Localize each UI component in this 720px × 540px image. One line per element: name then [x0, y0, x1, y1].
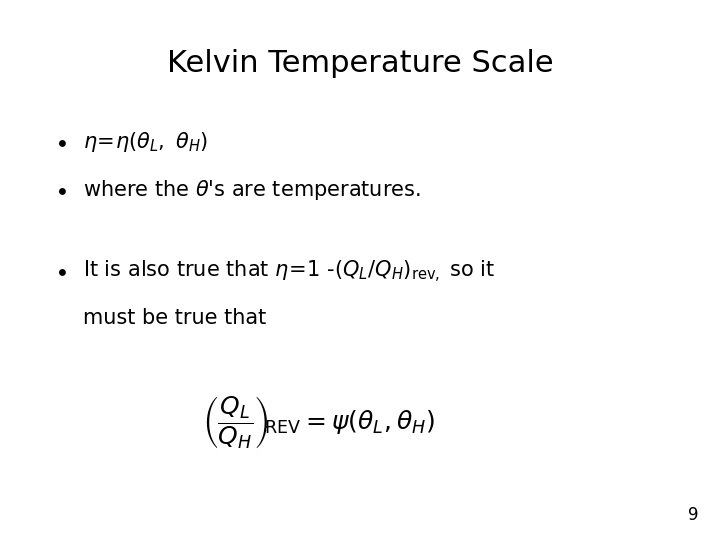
- Text: $\bullet$: $\bullet$: [54, 259, 67, 283]
- Text: where the $\theta$'s are temperatures.: where the $\theta$'s are temperatures.: [83, 178, 420, 202]
- Text: It is also true that $\eta\!=\!1\ \text{-}(Q_L/Q_H)_{\mathrm{rev},}$ so it: It is also true that $\eta\!=\!1\ \text{…: [83, 259, 495, 286]
- Text: 9: 9: [688, 506, 698, 524]
- Text: $\bullet$: $\bullet$: [54, 178, 67, 202]
- Text: $\eta\!=\! \eta(\theta_L,\ \theta_H)$: $\eta\!=\! \eta(\theta_L,\ \theta_H)$: [83, 130, 208, 153]
- Text: $\bullet$: $\bullet$: [54, 130, 67, 153]
- Text: $\left(\dfrac{Q_L}{Q_H}\right)_{\!\!\mathrm{REV}} = \psi(\theta_L,\theta_H)$: $\left(\dfrac{Q_L}{Q_H}\right)_{\!\!\mat…: [202, 394, 434, 451]
- Text: Kelvin Temperature Scale: Kelvin Temperature Scale: [167, 49, 553, 78]
- Text: must be true that: must be true that: [83, 308, 266, 328]
